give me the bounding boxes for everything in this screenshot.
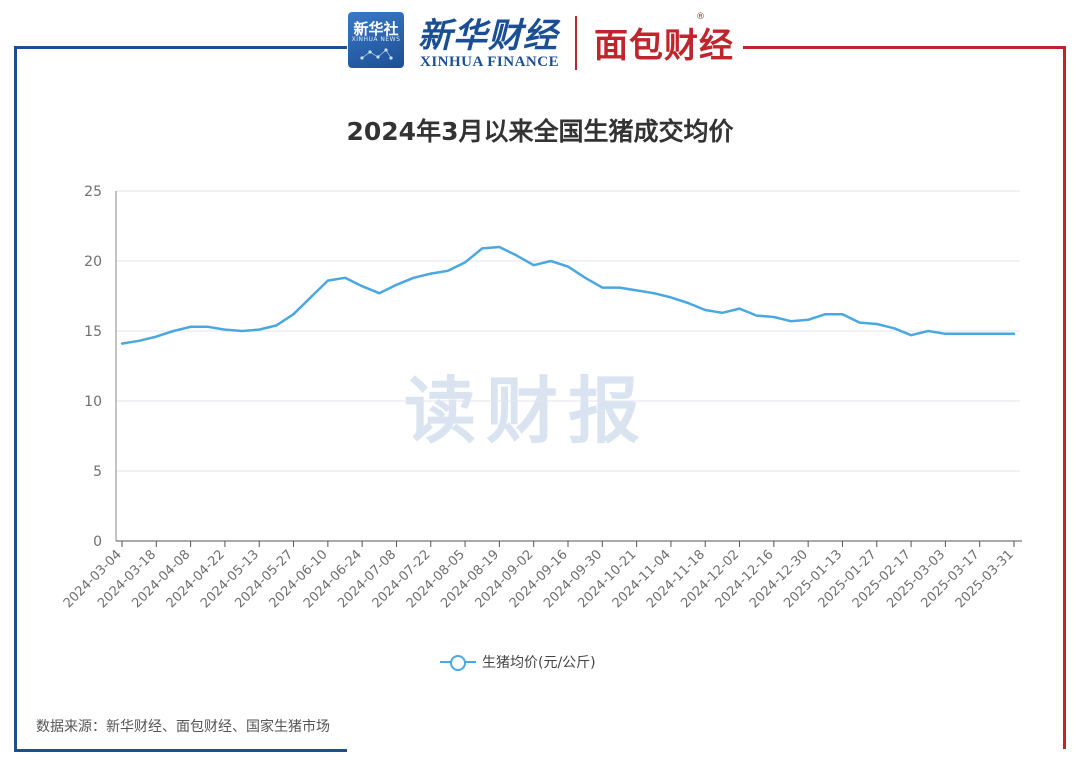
mianbao-finance-logo: 面包财经 [594,26,734,66]
y-tick-label: 10 [84,394,102,410]
y-tick-label: 0 [93,534,102,550]
registered-mark: ® [696,12,705,22]
legend-line-circle-icon [440,652,476,672]
y-tick-label: 15 [84,324,102,340]
xinhua-news-logo: 新华社 XINHUA NEWS [348,12,404,68]
y-tick-label: 20 [84,254,102,270]
network-dots-icon [360,48,393,60]
chart-legend[interactable]: 生猪均价(元/公斤) [440,652,596,672]
y-tick-label: 5 [93,464,102,480]
xinhua-finance-english: XINHUA FINANCE [420,54,560,70]
y-tick-label: 25 [84,184,102,200]
frame-left-border [14,46,347,752]
chart-title: 2024年3月以来全国生猪成交均价 [346,117,734,146]
frame-right-border [743,46,1066,749]
xinhua-finance-logo: 新华财经 [418,16,558,56]
data-source-note: 数据来源：新华财经、面包财经、国家生猪市场 [36,719,330,735]
series-line [120,245,1016,345]
legend-label: 生猪均价(元/公斤) [482,655,596,671]
logo-divider [575,16,577,70]
watermark: 读财报 [404,369,651,453]
